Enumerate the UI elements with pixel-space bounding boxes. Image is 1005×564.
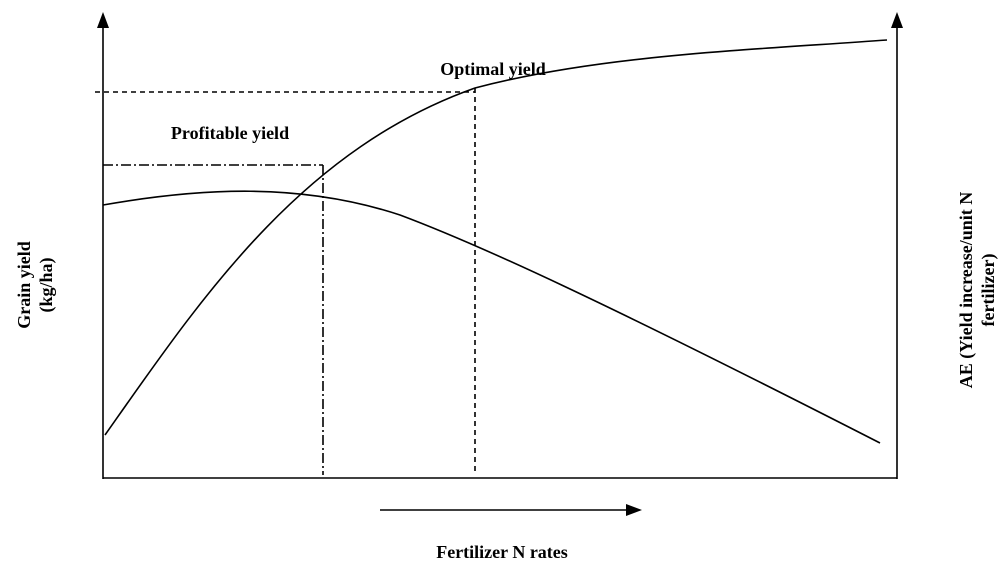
profitable-label: Profitable yield — [171, 123, 289, 143]
right-axis-label-line: AE (Yield increase/unit N — [956, 192, 977, 389]
ae-curve — [102, 190, 881, 444]
yield-curve — [104, 39, 888, 436]
x-axis-label: Fertilizer N rates — [436, 542, 568, 562]
left-axis-label-line: (kg/ha) — [36, 257, 57, 312]
left-axis-label-line: Grain yield — [14, 241, 34, 329]
right-axis-label: AE (Yield increase/unit N fertilizer) — [956, 192, 999, 389]
right-axis-arrow — [891, 12, 903, 28]
left-axis-label: Grain yield (kg/ha) — [14, 241, 57, 329]
right-axis-label-line: fertilizer) — [978, 254, 999, 327]
optimal-label: Optimal yield — [440, 59, 546, 79]
x-direction-arrowhead — [626, 504, 642, 516]
left-axis-arrow — [97, 12, 109, 28]
